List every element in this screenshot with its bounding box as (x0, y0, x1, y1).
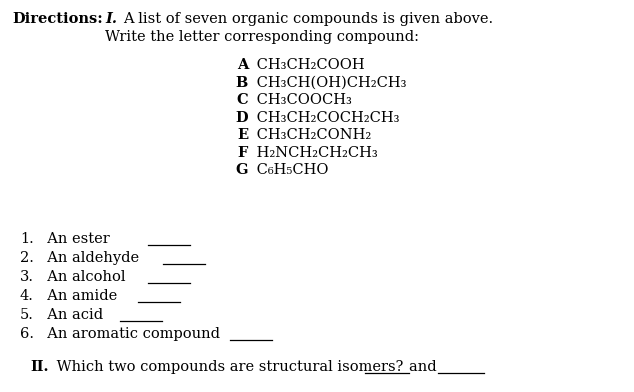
Text: An acid: An acid (38, 308, 103, 322)
Text: CH₃CH₂COCH₂CH₃: CH₃CH₂COCH₂CH₃ (252, 111, 399, 125)
Text: CH₃COOCH₃: CH₃COOCH₃ (252, 93, 352, 107)
Text: B: B (236, 76, 248, 89)
Text: I.: I. (105, 12, 117, 26)
Text: CH₃CH₂CONH₂: CH₃CH₂CONH₂ (252, 128, 372, 142)
Text: Write the letter corresponding compound:: Write the letter corresponding compound: (105, 30, 419, 44)
Text: and: and (409, 360, 441, 374)
Text: 3.: 3. (20, 270, 34, 284)
Text: F: F (238, 145, 248, 160)
Text: 5.: 5. (20, 308, 34, 322)
Text: G: G (235, 163, 248, 177)
Text: C: C (236, 93, 248, 107)
Text: An aromatic compound: An aromatic compound (38, 327, 220, 341)
Text: CH₃CH(OH)CH₂CH₃: CH₃CH(OH)CH₂CH₃ (252, 76, 406, 89)
Text: Which two compounds are structural isomers?: Which two compounds are structural isome… (52, 360, 408, 374)
Text: 4.: 4. (20, 289, 34, 303)
Text: An aldehyde: An aldehyde (38, 251, 139, 265)
Text: E: E (237, 128, 248, 142)
Text: Directions:: Directions: (12, 12, 103, 26)
Text: 6.: 6. (20, 327, 34, 341)
Text: 2.: 2. (20, 251, 34, 265)
Text: An alcohol: An alcohol (38, 270, 126, 284)
Text: 1.: 1. (20, 232, 34, 246)
Text: H₂NCH₂CH₂CH₃: H₂NCH₂CH₂CH₃ (252, 145, 378, 160)
Text: II.: II. (30, 360, 48, 374)
Text: D: D (235, 111, 248, 125)
Text: An amide: An amide (38, 289, 117, 303)
Text: C₆H₅CHO: C₆H₅CHO (252, 163, 328, 177)
Text: An ester: An ester (38, 232, 110, 246)
Text: A list of seven organic compounds is given above.: A list of seven organic compounds is giv… (123, 12, 493, 26)
Text: A: A (236, 58, 248, 72)
Text: CH₃CH₂COOH: CH₃CH₂COOH (252, 58, 365, 72)
